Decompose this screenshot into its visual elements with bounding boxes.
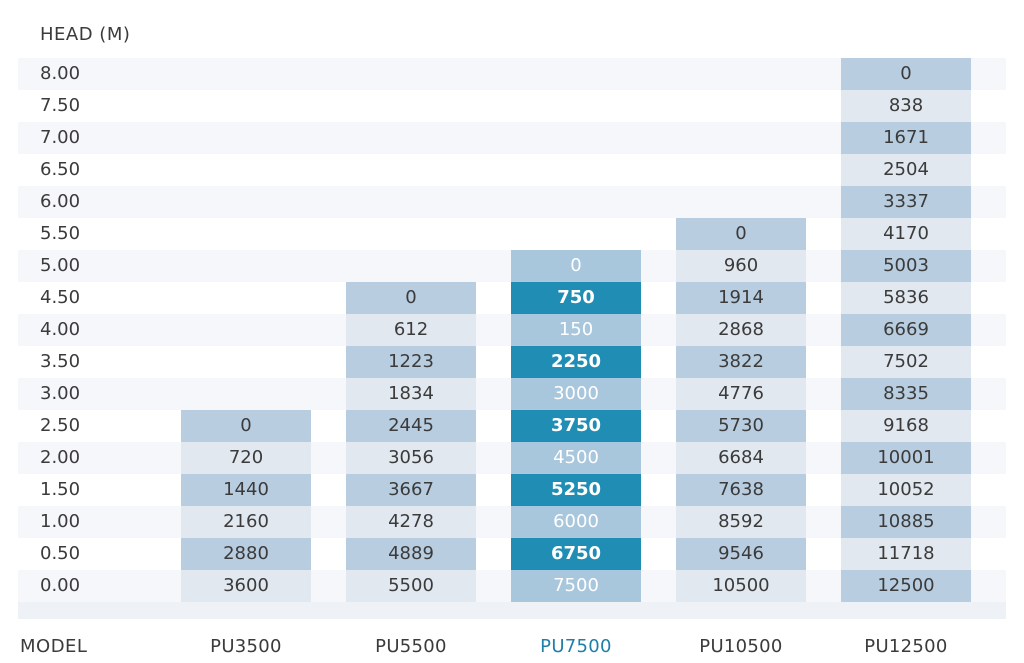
flow-value-cell: 6000	[511, 506, 641, 538]
flow-value-cell: 6750	[511, 538, 641, 570]
flow-value-cell: 5003	[841, 250, 971, 282]
flow-value-cell: 2868	[676, 314, 806, 346]
flow-value-cell: 8335	[841, 378, 971, 410]
flow-value-cell: 0	[511, 250, 641, 282]
flow-value-cell: 10001	[841, 442, 971, 474]
flow-value-cell: 3750	[511, 410, 641, 442]
head-level-label: 4.50	[40, 287, 81, 308]
head-level-label: 1.00	[40, 511, 81, 532]
flow-value-cell: 7500	[511, 570, 641, 602]
head-level-label: 0.50	[40, 543, 81, 564]
flow-value-cell: 7502	[841, 346, 971, 378]
x-axis-title: MODEL	[20, 636, 88, 657]
flow-value-cell: 5500	[346, 570, 476, 602]
head-level-label: 8.00	[40, 63, 81, 84]
flow-value-cell: 10885	[841, 506, 971, 538]
flow-value-cell: 2880	[181, 538, 311, 570]
head-level-label: 4.00	[40, 319, 81, 340]
flow-value-cell: 1440	[181, 474, 311, 506]
flow-value-cell: 0	[676, 218, 806, 250]
flow-value-cell: 4278	[346, 506, 476, 538]
flow-value-cell: 150	[511, 314, 641, 346]
flow-value-cell: 612	[346, 314, 476, 346]
flow-value-cell: 3000	[511, 378, 641, 410]
flow-value-cell: 10052	[841, 474, 971, 506]
flow-value-cell: 9168	[841, 410, 971, 442]
flow-value-cell: 6684	[676, 442, 806, 474]
flow-value-cell: 960	[676, 250, 806, 282]
flow-value-cell: 750	[511, 282, 641, 314]
model-label: PU12500	[864, 636, 948, 657]
flow-value-cell: 0	[346, 282, 476, 314]
footer-band	[0, 619, 1024, 663]
flow-value-cell: 3822	[676, 346, 806, 378]
flow-value-cell: 3337	[841, 186, 971, 218]
model-label: PU10500	[699, 636, 783, 657]
flow-value-cell: 720	[181, 442, 311, 474]
flow-value-cell: 838	[841, 90, 971, 122]
flow-value-cell: 4170	[841, 218, 971, 250]
flow-value-cell: 4500	[511, 442, 641, 474]
head-level-label: 7.50	[40, 95, 81, 116]
flow-value-cell: 4889	[346, 538, 476, 570]
flow-value-cell: 3667	[346, 474, 476, 506]
flow-value-cell: 8592	[676, 506, 806, 538]
flow-value-cell: 3600	[181, 570, 311, 602]
flow-value-cell: 1914	[676, 282, 806, 314]
flow-value-cell: 10500	[676, 570, 806, 602]
flow-value-cell: 5730	[676, 410, 806, 442]
flow-value-cell: 4776	[676, 378, 806, 410]
flow-value-cell: 9546	[676, 538, 806, 570]
flow-value-cell: 7638	[676, 474, 806, 506]
flow-value-cell: 1671	[841, 122, 971, 154]
head-level-label: 2.00	[40, 447, 81, 468]
flow-value-cell: 5836	[841, 282, 971, 314]
head-level-label: 5.50	[40, 223, 81, 244]
flow-value-cell: 1834	[346, 378, 476, 410]
flow-value-cell: 12500	[841, 570, 971, 602]
flow-value-cell: 2445	[346, 410, 476, 442]
flow-value-cell: 0	[841, 58, 971, 90]
flow-value-cell: 2250	[511, 346, 641, 378]
head-level-label: 6.50	[40, 159, 81, 180]
model-label: PU5500	[375, 636, 447, 657]
head-level-label: 7.00	[40, 127, 81, 148]
flow-value-cell: 6669	[841, 314, 971, 346]
flow-value-cell: 1223	[346, 346, 476, 378]
flow-value-cell: 0	[181, 410, 311, 442]
model-label: PU7500	[540, 636, 612, 657]
model-label: PU3500	[210, 636, 282, 657]
flow-value-cell: 5250	[511, 474, 641, 506]
head-level-label: 6.00	[40, 191, 81, 212]
flow-value-cell: 3056	[346, 442, 476, 474]
head-level-label: 1.50	[40, 479, 81, 500]
head-level-label: 0.00	[40, 575, 81, 596]
head-level-label: 3.00	[40, 383, 81, 404]
head-level-label: 2.50	[40, 415, 81, 436]
flow-value-cell: 2504	[841, 154, 971, 186]
head-level-label: 3.50	[40, 351, 81, 372]
y-axis-title: HEAD (M)	[40, 24, 131, 45]
flow-value-cell: 11718	[841, 538, 971, 570]
flow-value-cell: 2160	[181, 506, 311, 538]
head-level-label: 5.00	[40, 255, 81, 276]
